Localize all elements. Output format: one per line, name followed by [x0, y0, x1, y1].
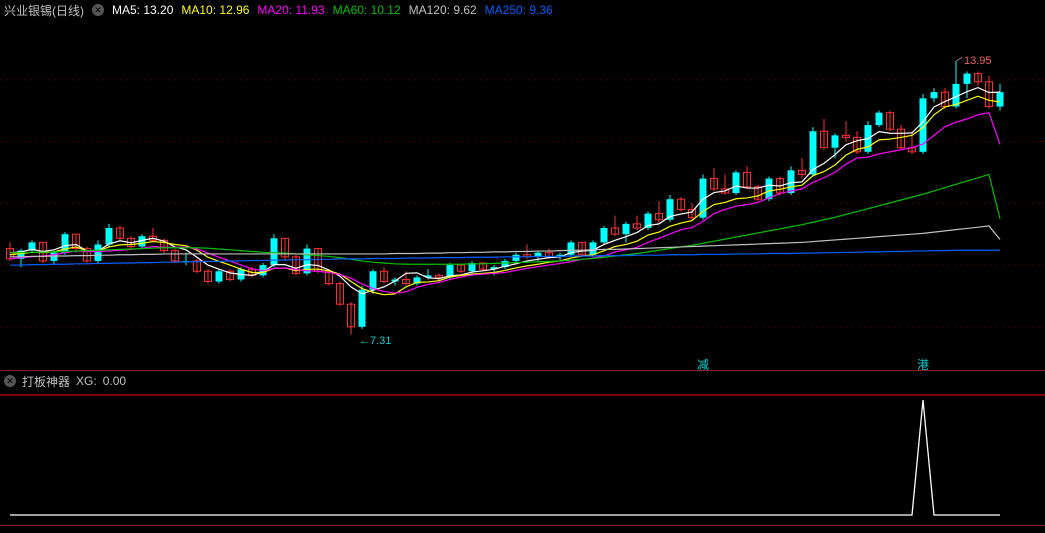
symbol-name: 兴业银锡(日线): [4, 2, 84, 19]
bottom-border: [0, 525, 1045, 526]
ma-legend-item: MA120: 9.62: [409, 3, 477, 17]
ma-legend-item: MA10: 12.96: [181, 3, 249, 17]
panel-divider: [0, 370, 1045, 371]
event-marker: 减: [697, 356, 709, 373]
low-price-label: ←7.31: [359, 335, 391, 347]
high-price-label: 13.95: [964, 55, 992, 67]
sub-xg-label: XG:: [76, 374, 97, 388]
close-icon[interactable]: ✕: [92, 4, 104, 16]
ma-legend-item: MA20: 11.93: [257, 3, 324, 17]
chart-container: 兴业银锡(日线) ✕ MA5: 13.20 MA10: 12.96 MA20: 11…: [0, 0, 1045, 533]
main-candlestick-chart[interactable]: [0, 18, 1045, 368]
sub-xg-value: 0.00: [103, 374, 126, 388]
close-icon[interactable]: ✕: [4, 375, 16, 387]
ma-legend-item: MA250: 9.36: [485, 3, 553, 17]
event-marker: 港: [917, 356, 929, 373]
sub-indicator-chart[interactable]: [0, 390, 1045, 525]
sub-indicator-name: 打板神器: [22, 373, 70, 390]
ma-legend-item: MA60: 10.12: [333, 3, 401, 17]
main-header: 兴业银锡(日线) ✕ MA5: 13.20 MA10: 12.96 MA20: 11…: [4, 2, 561, 18]
ma-legend: MA5: 13.20 MA10: 12.96 MA20: 11.93 MA60: 10…: [112, 3, 561, 17]
ma-legend-item: MA5: 13.20: [112, 3, 173, 17]
sub-header: ✕ 打板神器 XG: 0.00: [4, 373, 126, 389]
